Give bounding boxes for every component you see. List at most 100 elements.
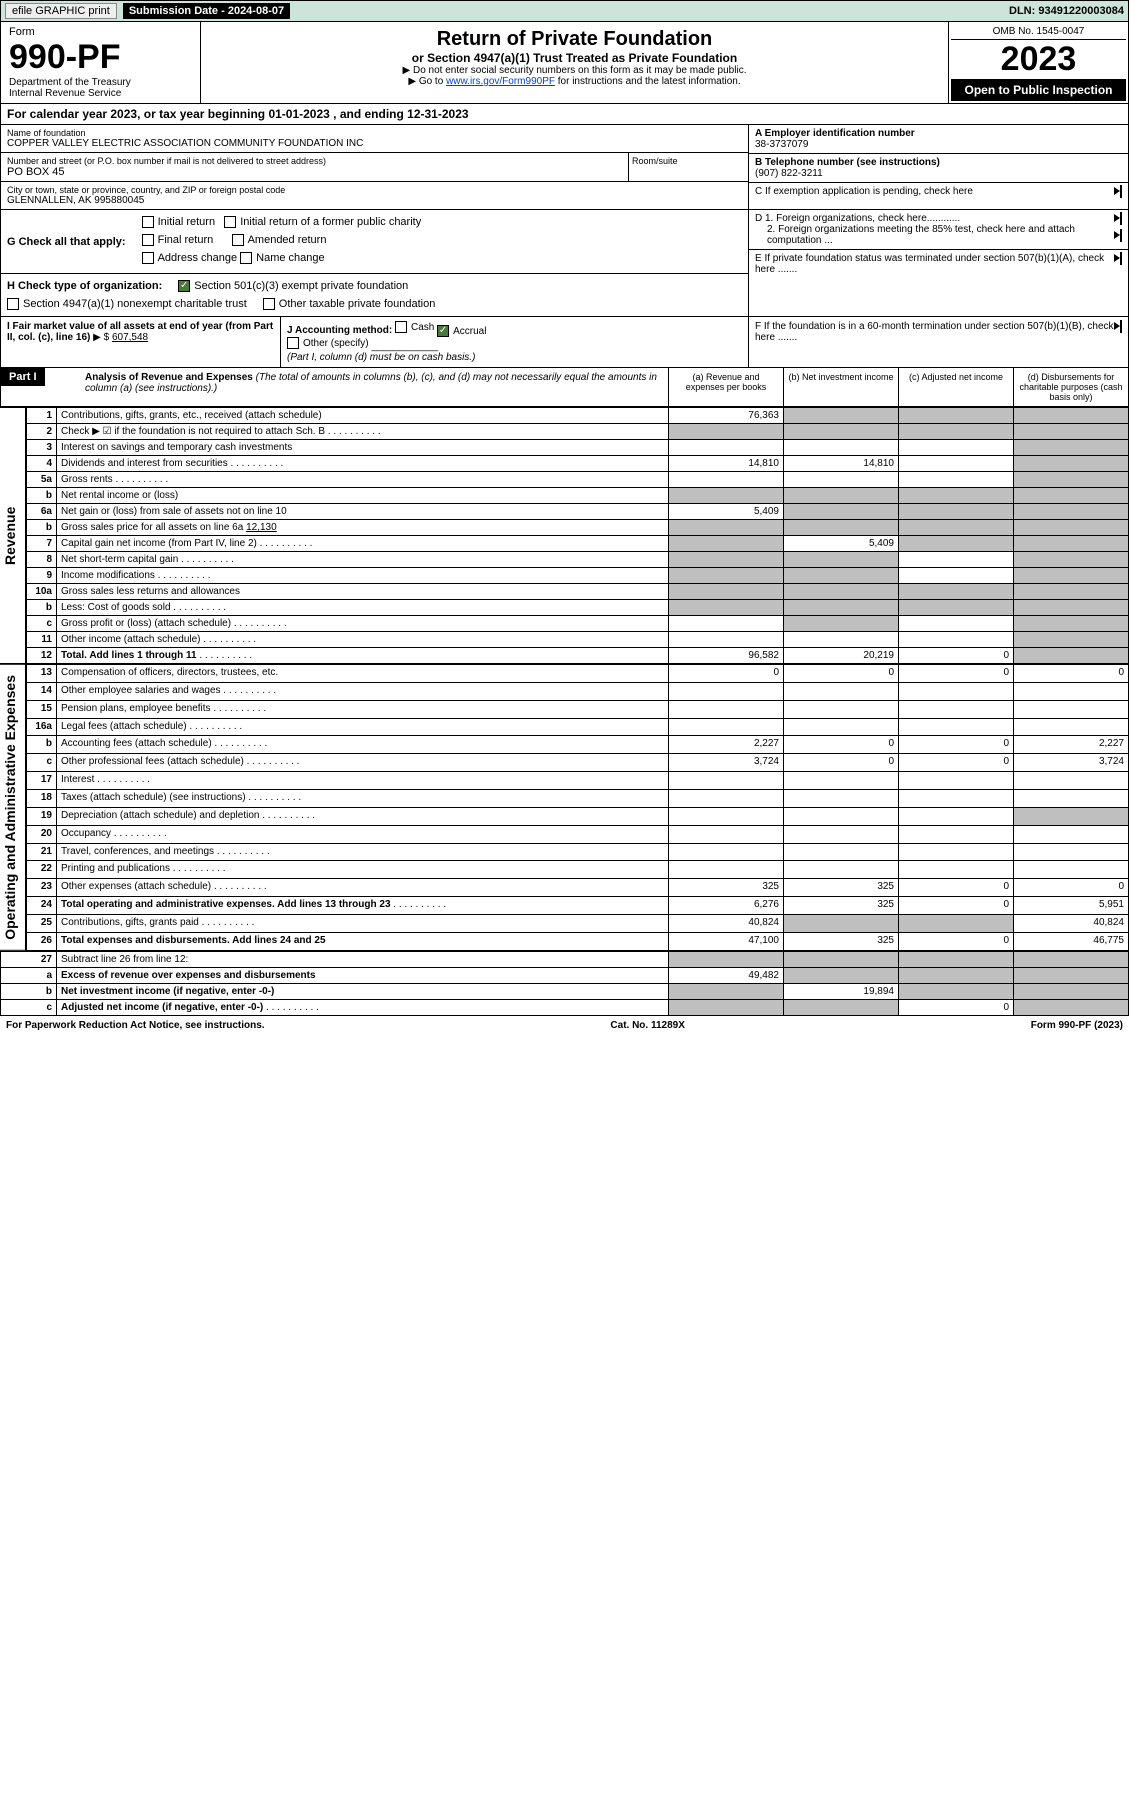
efile-btn[interactable]: efile GRAPHIC print: [5, 3, 117, 19]
table-row: 18Taxes (attach schedule) (see instructi…: [27, 790, 1129, 808]
cat-no: Cat. No. 11289X: [610, 1020, 684, 1031]
checkbox-other-taxable[interactable]: [263, 298, 275, 310]
j-label: J Accounting method:: [287, 325, 392, 336]
part1-header: Part I Analysis of Revenue and Expenses …: [0, 368, 1129, 407]
pra-notice: For Paperwork Reduction Act Notice, see …: [6, 1020, 265, 1031]
expenses-side-label: Operating and Administrative Expenses: [0, 664, 26, 951]
table-row: 14Other employee salaries and wages: [27, 682, 1129, 700]
col-a-hdr: (a) Revenue and expenses per books: [668, 368, 783, 406]
table-row: 1Contributions, gifts, grants, etc., rec…: [27, 408, 1129, 424]
part1-label: Part I: [1, 368, 45, 386]
checkbox-address[interactable]: [142, 252, 154, 264]
g-h-grid: G Check all that apply: Initial return I…: [0, 210, 1129, 317]
col-b-hdr: (b) Net investment income: [783, 368, 898, 406]
table-row: 13Compensation of officers, directors, t…: [27, 665, 1129, 683]
irs-link[interactable]: www.irs.gov/Form990PF: [446, 76, 555, 87]
checkbox-501c3[interactable]: [178, 280, 190, 292]
submission-label: Submission Date - 2024-08-07: [123, 3, 290, 19]
tax-year: 2023: [951, 40, 1126, 79]
table-row: aExcess of revenue over expenses and dis…: [1, 967, 1129, 983]
d1-label: D 1. Foreign organizations, check here..…: [755, 213, 1114, 224]
table-row: cAdjusted net income (if negative, enter…: [1, 999, 1129, 1015]
info-grid: Name of foundation COPPER VALLEY ELECTRI…: [0, 125, 1129, 210]
summary-table: 27Subtract line 26 from line 12: aExcess…: [0, 951, 1129, 1016]
address: PO BOX 45: [7, 166, 622, 178]
table-row: 4Dividends and interest from securities1…: [27, 456, 1129, 472]
form-number: 990-PF: [9, 38, 192, 77]
form-label: Form: [9, 26, 192, 38]
checkbox-c[interactable]: [1120, 185, 1122, 198]
table-row: bGross sales price for all assets on lin…: [27, 520, 1129, 536]
omb: OMB No. 1545-0047: [951, 24, 1126, 40]
table-row: 24Total operating and administrative exp…: [27, 897, 1129, 915]
instruction-2: ▶ Go to www.irs.gov/Form990PF for instru…: [207, 76, 942, 87]
checkbox-name[interactable]: [240, 252, 252, 264]
dept: Department of the Treasury: [9, 77, 192, 88]
table-row: 25Contributions, gifts, grants paid40,82…: [27, 915, 1129, 933]
table-row: 11Other income (attach schedule): [27, 632, 1129, 648]
col-c-hdr: (c) Adjusted net income: [898, 368, 1013, 406]
checkbox-other-method[interactable]: [287, 337, 299, 349]
table-row: 16aLegal fees (attach schedule): [27, 718, 1129, 736]
table-row: bNet rental income or (loss): [27, 488, 1129, 504]
top-bar: efile GRAPHIC print Submission Date - 20…: [0, 0, 1129, 22]
ij-row: I Fair market value of all assets at end…: [0, 317, 1129, 368]
revenue-table: 1Contributions, gifts, grants, etc., rec…: [26, 407, 1129, 664]
table-row: 12Total. Add lines 1 through 1196,58220,…: [27, 648, 1129, 664]
col-d-hdr: (d) Disbursements for charitable purpose…: [1013, 368, 1128, 406]
table-row: 23Other expenses (attach schedule)325325…: [27, 879, 1129, 897]
checkbox-d1[interactable]: [1120, 212, 1122, 225]
checkbox-d2[interactable]: [1120, 229, 1122, 242]
dln: DLN: 93491220003084: [1009, 5, 1124, 17]
table-row: cOther professional fees (attach schedul…: [27, 754, 1129, 772]
phone-value: (907) 822-3211: [755, 168, 1122, 179]
checkbox-initial[interactable]: [142, 216, 154, 228]
phone-label: B Telephone number (see instructions): [755, 157, 1122, 168]
checkbox-final[interactable]: [142, 234, 154, 246]
checkbox-cash[interactable]: [395, 321, 407, 333]
table-row: 20Occupancy: [27, 825, 1129, 843]
footer: For Paperwork Reduction Act Notice, see …: [0, 1016, 1129, 1035]
table-row: bNet investment income (if negative, ent…: [1, 983, 1129, 999]
e-label: E If private foundation status was termi…: [755, 253, 1114, 275]
open-inspection: Open to Public Inspection: [951, 79, 1126, 101]
checkbox-e[interactable]: [1120, 252, 1122, 265]
table-row: bAccounting fees (attach schedule)2,2270…: [27, 736, 1129, 754]
part1-title: Analysis of Revenue and Expenses: [85, 372, 253, 383]
c-label: C If exemption application is pending, c…: [755, 186, 973, 197]
checkbox-4947[interactable]: [7, 298, 19, 310]
f-label: F If the foundation is in a 60-month ter…: [755, 321, 1114, 343]
form-ref: Form 990-PF (2023): [1031, 1020, 1123, 1031]
table-row: 27Subtract line 26 from line 12:: [1, 951, 1129, 967]
checkbox-f[interactable]: [1120, 320, 1122, 333]
checkbox-initial-former[interactable]: [224, 216, 236, 228]
checkbox-amended[interactable]: [232, 234, 244, 246]
j-note: (Part I, column (d) must be on cash basi…: [287, 352, 475, 363]
city-label: City or town, state or province, country…: [7, 185, 742, 195]
form-subtitle: or Section 4947(a)(1) Trust Treated as P…: [207, 51, 942, 65]
revenue-side-label: Revenue: [0, 407, 26, 664]
table-row: 6aNet gain or (loss) from sale of assets…: [27, 504, 1129, 520]
g-label: G Check all that apply:: [7, 236, 126, 248]
table-row: 17Interest: [27, 772, 1129, 790]
table-row: 15Pension plans, employee benefits: [27, 700, 1129, 718]
form-title: Return of Private Foundation: [207, 28, 942, 51]
d2-label: 2. Foreign organizations meeting the 85%…: [755, 224, 1114, 246]
table-row: cGross profit or (loss) (attach schedule…: [27, 616, 1129, 632]
addr-label: Number and street (or P.O. box number if…: [7, 156, 622, 166]
checkbox-accrual[interactable]: [437, 325, 449, 337]
table-row: 8Net short-term capital gain: [27, 552, 1129, 568]
i-value: 607,548: [112, 332, 148, 343]
table-row: 5aGross rents: [27, 472, 1129, 488]
table-row: 10aGross sales less returns and allowanc…: [27, 584, 1129, 600]
table-row: 22Printing and publications: [27, 861, 1129, 879]
revenue-section: Revenue 1Contributions, gifts, grants, e…: [0, 407, 1129, 664]
table-row: bLess: Cost of goods sold: [27, 600, 1129, 616]
city: GLENNALLEN, AK 995880045: [7, 195, 742, 206]
form-header: Form 990-PF Department of the Treasury I…: [0, 22, 1129, 104]
ein-value: 38-3737079: [755, 139, 1122, 150]
table-row: 3Interest on savings and temporary cash …: [27, 440, 1129, 456]
table-row: 2Check ▶ ☑ if the foundation is not requ…: [27, 424, 1129, 440]
name-label: Name of foundation: [7, 128, 742, 138]
instruction-1: ▶ Do not enter social security numbers o…: [207, 65, 942, 76]
